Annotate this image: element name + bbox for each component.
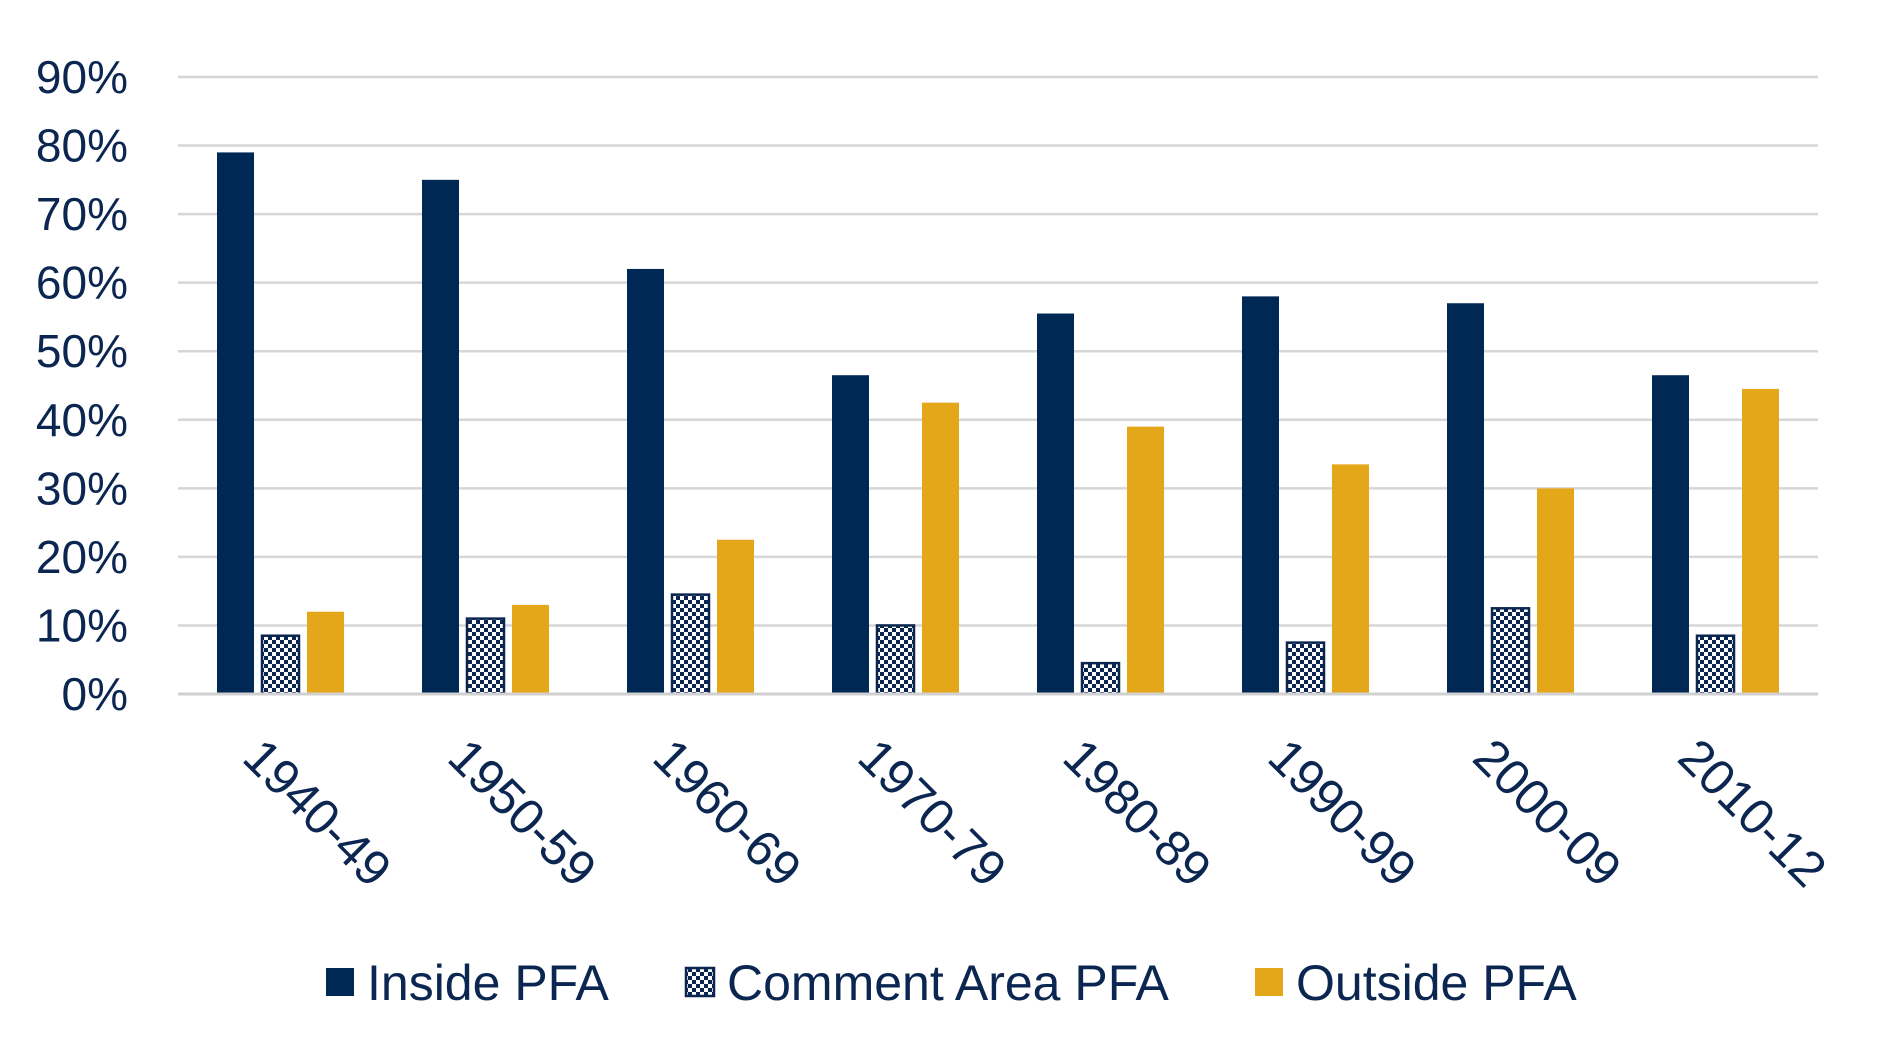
x-tick-label: 1970-79: [848, 728, 1017, 897]
bars: [217, 152, 1779, 696]
bar-inside-pfa-1940-49: [217, 152, 254, 694]
y-tick-label: 60%: [36, 257, 128, 309]
legend: Inside PFA Comment Area PFA Outside PFA: [326, 955, 1577, 1011]
bar-comment-area-pfa-1980-89: [1080, 661, 1121, 696]
bar-comment-area-pfa-1970-79: [875, 624, 916, 696]
legend-label: Comment Area PFA: [727, 955, 1169, 1011]
x-tick-label: 1960-69: [643, 728, 812, 897]
bar-inside-pfa-2000-09: [1447, 303, 1484, 694]
y-tick-label: 30%: [36, 462, 128, 514]
bar-outside-pfa-1960-69: [717, 539, 754, 694]
x-tick-label: 1950-59: [438, 728, 607, 897]
bar-outside-pfa-1950-59: [512, 604, 549, 694]
x-tick-label: 1940-49: [233, 728, 402, 897]
y-tick-label: 80%: [36, 120, 128, 172]
legend-label: Inside PFA: [367, 955, 609, 1011]
x-axis-category-labels: 1940-49 1950-59 1960-69 1970-79 1980-89 1990-…: [233, 728, 1837, 897]
y-tick-label: 70%: [36, 188, 128, 240]
legend-swatch: [1255, 968, 1283, 996]
bar-inside-pfa-1970-79: [832, 375, 869, 694]
legend-swatch: [684, 966, 716, 998]
bar-comment-area-pfa-1960-69: [670, 593, 711, 696]
legend-item-inside-pfa: Inside PFA: [326, 955, 609, 1011]
bar-inside-pfa-2010-12: [1652, 375, 1689, 694]
y-axis-tick-labels: 0% 10% 20% 30% 40% 50% 60% 70% 80% 90%: [36, 51, 128, 720]
legend-swatch: [326, 968, 354, 996]
bar-comment-area-pfa-1940-49: [260, 634, 301, 696]
bar-comment-area-pfa-2010-12: [1695, 634, 1736, 696]
bar-outside-pfa-2010-12: [1742, 388, 1779, 694]
bar-outside-pfa-1980-89: [1127, 426, 1164, 694]
y-tick-label: 50%: [36, 325, 128, 377]
legend-item-comment-area-pfa: Comment Area PFA: [684, 955, 1169, 1011]
x-tick-label: 1990-99: [1258, 728, 1427, 897]
bar-inside-pfa-1980-89: [1037, 313, 1074, 694]
bar-inside-pfa-1960-69: [627, 268, 664, 694]
bar-outside-pfa-1990-99: [1332, 464, 1369, 694]
bar-comment-area-pfa-1990-99: [1285, 641, 1326, 696]
x-tick-label: 2000-09: [1463, 728, 1632, 897]
legend-item-outside-pfa: Outside PFA: [1255, 955, 1577, 1011]
y-tick-label: 0%: [62, 668, 128, 720]
bar-inside-pfa-1990-99: [1242, 296, 1279, 694]
legend-label: Outside PFA: [1296, 955, 1577, 1011]
y-tick-label: 40%: [36, 394, 128, 446]
y-tick-label: 90%: [36, 51, 128, 103]
bar-comment-area-pfa-1950-59: [465, 617, 506, 696]
y-tick-label: 10%: [36, 599, 128, 651]
bar-outside-pfa-1970-79: [922, 402, 959, 694]
y-tick-label: 20%: [36, 531, 128, 583]
bar-outside-pfa-2000-09: [1537, 488, 1574, 694]
x-tick-label: 2010-12: [1668, 728, 1837, 897]
bar-outside-pfa-1940-49: [307, 611, 344, 694]
x-tick-label: 1980-89: [1053, 728, 1222, 897]
bar-comment-area-pfa-2000-09: [1490, 607, 1531, 696]
bar-inside-pfa-1950-59: [422, 179, 459, 695]
